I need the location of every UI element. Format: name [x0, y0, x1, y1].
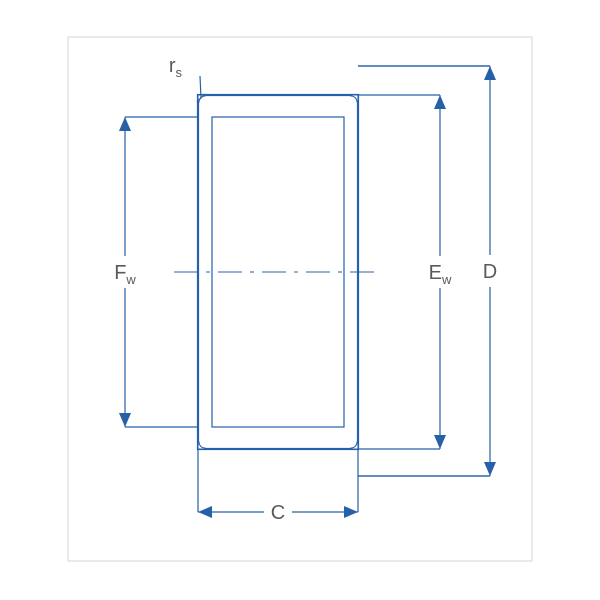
label-Ew-sub: w — [441, 272, 452, 287]
label-C-main: C — [271, 502, 285, 524]
label-Ew: Ew — [429, 262, 452, 287]
dimension-D — [358, 66, 496, 476]
label-rs: rs — [169, 55, 183, 80]
label-Fw-main: F — [114, 262, 126, 284]
label-Ew-main: E — [429, 262, 442, 284]
label-rs-sub: s — [176, 65, 183, 80]
label-Fw: Fw — [114, 262, 136, 287]
label-D: D — [483, 261, 497, 283]
diagram-svg: rs Fw Ew D C — [0, 0, 600, 600]
bearing-cross-section-diagram: rs Fw Ew D C — [0, 0, 600, 600]
label-D-main: D — [483, 261, 497, 283]
label-Fw-sub: w — [125, 272, 136, 287]
label-C: C — [271, 502, 285, 524]
